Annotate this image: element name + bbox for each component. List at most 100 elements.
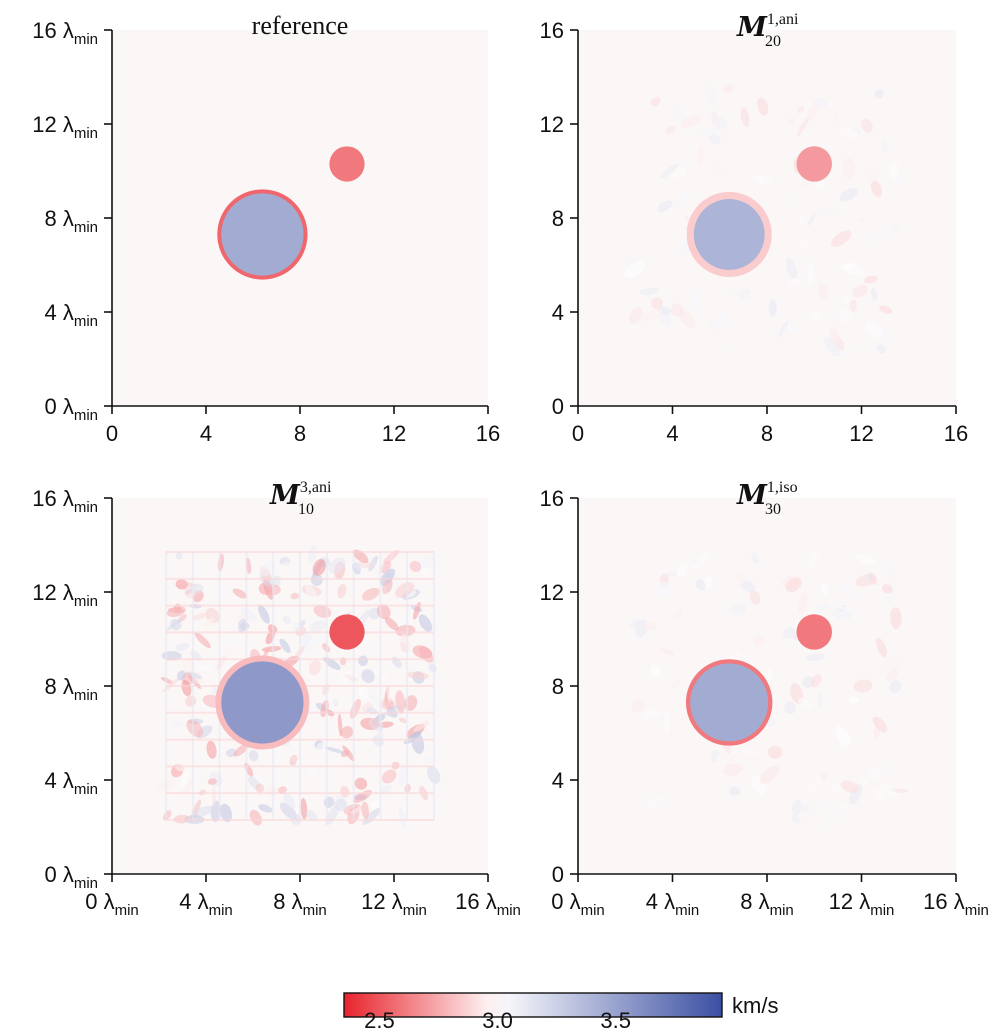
anomaly-large xyxy=(690,663,769,742)
noise-artifact xyxy=(865,573,872,581)
noise-artifact xyxy=(864,275,878,284)
noise-artifact xyxy=(783,765,792,778)
noise-artifact xyxy=(282,615,291,625)
noise-artifact xyxy=(825,809,835,829)
noise-artifact xyxy=(259,560,276,577)
x-tick-label: 4 xyxy=(666,421,678,446)
colorbar-unit-label: km/s xyxy=(732,993,778,1018)
panel-title-subscript: 10 xyxy=(298,501,314,518)
noise-artifact xyxy=(646,794,664,810)
anomaly-small xyxy=(796,146,832,182)
noise-artifact xyxy=(808,551,818,568)
noise-artifact xyxy=(818,282,829,300)
noise-artifact xyxy=(671,105,686,125)
noise-artifact xyxy=(711,115,728,129)
noise-artifact xyxy=(880,764,892,774)
noise-artifact xyxy=(305,810,318,821)
panels: 0 4 8 12 16 0 λmin 4 λmin 8 λmin 12 λmin 16 λmin r… xyxy=(32,11,989,919)
noise-artifact xyxy=(805,653,825,662)
noise-artifact xyxy=(280,562,294,568)
noise-artifact xyxy=(175,552,183,560)
x-tick-label: 16 λmin xyxy=(455,889,521,919)
x-tick-label: 0 xyxy=(106,421,118,446)
noise-artifact xyxy=(283,793,296,810)
colorbar-tick-label: 2.5 xyxy=(364,1008,395,1032)
noise-artifact xyxy=(681,626,703,638)
noise-artifact xyxy=(643,601,663,611)
noise-artifact xyxy=(194,632,211,649)
anomaly-large xyxy=(693,199,765,270)
noise-artifact xyxy=(337,583,347,599)
noise-artifact xyxy=(290,592,300,600)
noise-artifact xyxy=(870,288,878,302)
noise-artifact xyxy=(650,665,662,678)
noise-artifact xyxy=(358,655,368,667)
noise-artifact xyxy=(875,637,887,658)
noise-artifact xyxy=(891,173,903,184)
noise-artifact xyxy=(735,572,746,588)
noise-artifact xyxy=(312,559,326,576)
noise-artifact xyxy=(791,814,801,824)
noise-artifact xyxy=(808,262,814,286)
noise-artifact xyxy=(418,614,433,632)
noise-artifact xyxy=(691,288,700,311)
noise-artifact xyxy=(182,656,195,676)
noise-artifact xyxy=(357,685,368,699)
noise-artifact xyxy=(240,607,257,622)
noise-artifact xyxy=(730,290,739,296)
y-tick-label: 0 xyxy=(552,862,564,887)
panel-title-subscript: 20 xyxy=(765,33,781,50)
noise-artifact xyxy=(787,195,796,204)
noise-artifact xyxy=(624,261,646,278)
noise-artifact xyxy=(289,754,298,766)
noise-artifact xyxy=(807,212,817,226)
noise-artifact xyxy=(840,262,855,270)
noise-artifact xyxy=(181,778,193,797)
noise-artifact xyxy=(792,799,802,817)
noise-artifact xyxy=(889,680,902,693)
noise-artifact xyxy=(797,105,805,113)
x-tick-label: 0 λmin xyxy=(551,889,605,919)
noise-artifact xyxy=(849,299,857,312)
noise-artifact xyxy=(650,97,661,107)
noise-artifact xyxy=(888,770,904,778)
noise-artifact xyxy=(814,97,827,109)
noise-artifact xyxy=(838,309,852,324)
noise-artifact xyxy=(381,769,397,784)
y-tick-label: 8 λmin xyxy=(44,674,98,704)
anomaly-large xyxy=(221,661,304,744)
noise-artifact xyxy=(755,174,764,184)
noise-artifact xyxy=(797,591,808,614)
noise-artifact xyxy=(729,786,741,796)
noise-artifact xyxy=(664,709,670,734)
noise-artifact xyxy=(767,745,783,759)
noise-artifact xyxy=(340,785,350,798)
noise-artifact xyxy=(258,604,270,624)
colorbar: km/s 2.5 3.0 3.5 xyxy=(343,992,778,1032)
noise-artifact xyxy=(798,216,806,224)
noise-artifact xyxy=(816,603,829,613)
noise-artifact xyxy=(629,619,640,629)
noise-artifact xyxy=(852,284,868,298)
noise-artifact xyxy=(653,204,660,218)
y-tick-label: 12 xyxy=(540,580,564,605)
noise-artifact xyxy=(340,726,354,739)
noise-artifact xyxy=(380,568,396,586)
noise-artifact xyxy=(174,758,198,772)
noise-artifact xyxy=(714,162,723,175)
noise-artifact xyxy=(309,620,327,633)
colorbar-tick-label: 3.5 xyxy=(600,1008,631,1032)
noise-artifact xyxy=(640,309,663,322)
noise-artifact xyxy=(655,581,674,597)
y-tick-label: 12 λmin xyxy=(32,580,98,610)
noise-artifact xyxy=(332,699,339,707)
noise-artifact xyxy=(203,617,215,628)
panel-title: M1,ani xyxy=(736,11,799,43)
noise-artifact xyxy=(368,555,379,572)
noise-artifact xyxy=(806,102,819,122)
noise-artifact xyxy=(797,697,813,709)
noise-artifact xyxy=(195,664,213,671)
noise-artifact xyxy=(890,607,902,630)
anomaly-small xyxy=(796,614,832,650)
noise-artifact xyxy=(664,571,677,577)
